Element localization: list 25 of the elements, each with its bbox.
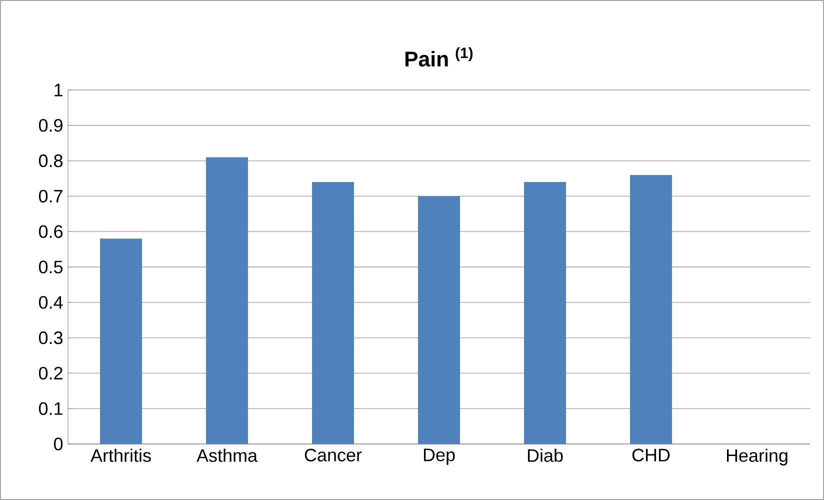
y-tick-label: 0.9: [38, 119, 62, 132]
y-tick-label: 0.8: [38, 154, 63, 168]
bar: [206, 157, 248, 444]
chart-title: Pain $^{(1)}$: [405, 47, 473, 67]
x-tick-label: Arthritis: [90, 448, 151, 462]
bar: [524, 182, 566, 444]
x-tick-label: Cancer: [304, 448, 362, 462]
bar: [630, 174, 672, 444]
y-tick-label: 0.5: [38, 260, 63, 274]
bar: [100, 238, 142, 444]
y-tick-label: 0.1: [38, 402, 62, 415]
y-tick-label: 0.4: [38, 296, 63, 309]
x-tick-label: CHD: [632, 448, 670, 462]
x-tick-label: Dep: [424, 448, 455, 465]
x-tick-label: Asthma: [196, 448, 258, 462]
y-tick-label: 0: [54, 438, 63, 450]
y-tick-label: 1: [54, 84, 62, 96]
bar: [418, 196, 460, 444]
x-tick-label: Hearing: [726, 448, 788, 466]
x-tick-label: Diab: [528, 448, 563, 462]
y-tick-label: 0.2: [38, 366, 62, 380]
y-tick-label: 0.7: [38, 190, 62, 203]
y-tick-label: 0.3: [38, 331, 63, 344]
bar: [312, 182, 354, 444]
y-tick-label: 0.6: [38, 225, 63, 238]
